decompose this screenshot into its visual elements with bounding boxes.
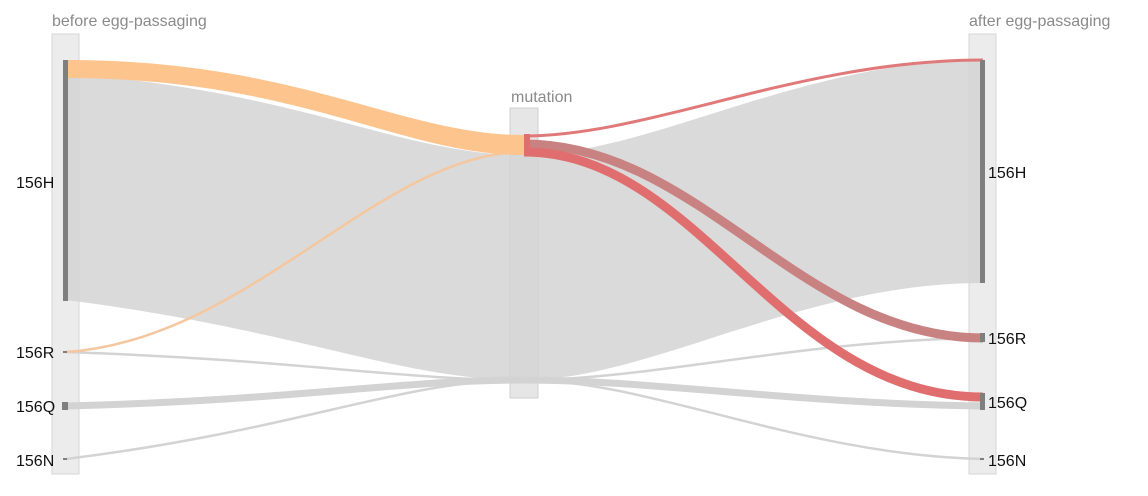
mutation-node[interactable]	[524, 134, 530, 156]
node-label-after-156H: 156H	[988, 165, 1026, 182]
node-label-after-156Q: 156Q	[988, 395, 1027, 412]
node-label-before-156R: 156R	[16, 345, 54, 362]
flow-H-H[interactable]	[66, 60, 983, 380]
column-title-before: before egg-passaging	[52, 13, 207, 30]
column-title-after: after egg-passaging	[969, 13, 1110, 30]
node-label-after-156N: 156N	[988, 453, 1026, 470]
node-bar-after-156N[interactable]	[980, 458, 984, 460]
flow-R-H-mutated[interactable]	[523, 58, 984, 138]
node-bar-before-156N[interactable]	[63, 458, 67, 460]
node-label-after-156R: 156R	[988, 331, 1026, 348]
node-bar-before-156R[interactable]	[63, 351, 67, 353]
node-bar-after-156Q[interactable]	[980, 393, 985, 410]
flow-N-N[interactable]	[65, 378, 984, 461]
node-bar-before-156Q[interactable]	[62, 402, 68, 410]
node-bar-before-156H[interactable]	[63, 60, 68, 301]
flow-R-H[interactable]	[65, 150, 525, 354]
node-bar-after-156R[interactable]	[980, 333, 985, 342]
node-label-before-156H: 156H	[16, 175, 54, 192]
node-bar-after-156H[interactable]	[980, 60, 985, 283]
column-title-mutation: mutation	[511, 89, 572, 106]
flow-H-Q[interactable]	[523, 147, 984, 402]
flow-H-mutation[interactable]	[66, 60, 524, 155]
flow-H-R[interactable]	[523, 139, 984, 343]
node-label-before-156N: 156N	[16, 453, 54, 470]
node-label-before-156Q: 156Q	[16, 399, 55, 416]
